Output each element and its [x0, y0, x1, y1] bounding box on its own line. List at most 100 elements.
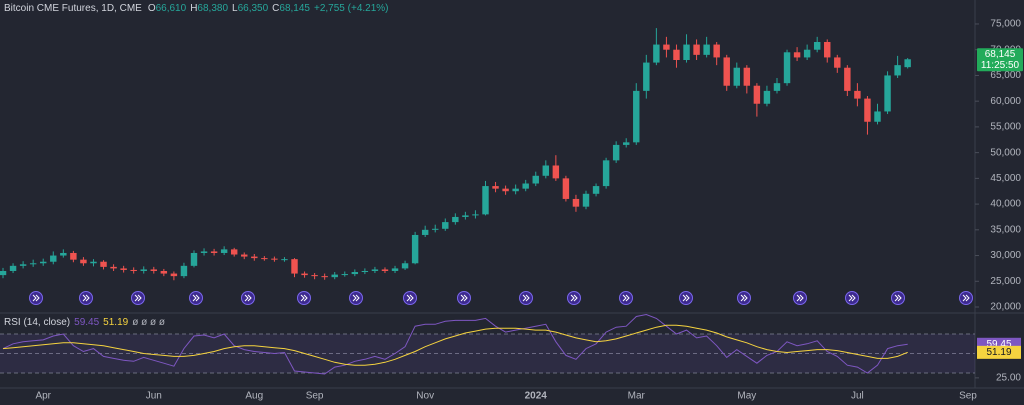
candle-body: [351, 272, 359, 275]
candle-body: [70, 252, 77, 260]
candle-body: [331, 274, 338, 278]
y-tick-label: 20,000: [990, 302, 1021, 313]
rsi-badge: [977, 345, 1021, 359]
rsi-value: 59.45: [74, 317, 99, 328]
x-tick-label: Apr: [35, 391, 51, 402]
candle-body: [220, 249, 228, 253]
rsi-line: [2, 324, 908, 366]
candle-body: [653, 44, 660, 63]
candle-body: [251, 256, 258, 259]
event-icon-glyph: [962, 294, 970, 302]
event-icon-glyph: [32, 294, 40, 302]
candle-body: [743, 67, 751, 86]
candle-body: [713, 44, 720, 58]
y-tick-label: 25,000: [990, 276, 1021, 287]
event-icon-glyph: [848, 294, 856, 302]
event-icon-glyph: [460, 294, 468, 302]
candle-body: [130, 269, 137, 271]
candle-body: [100, 261, 107, 267]
candle-body: [391, 268, 399, 271]
candle-body: [773, 83, 781, 91]
candle-body: [803, 49, 811, 58]
candle-body: [271, 258, 278, 260]
candle-body: [180, 265, 188, 277]
candle-body: [200, 251, 208, 253]
candle-body: [723, 57, 730, 86]
ohlc-value: 68,145: [279, 3, 310, 14]
candle-body: [29, 263, 37, 265]
rsi-band-fill: [0, 334, 975, 373]
y-tick-label: 35,000: [990, 224, 1021, 235]
x-tick-label: Nov: [416, 391, 434, 402]
candle-body: [512, 188, 519, 192]
event-icon-glyph: [406, 294, 414, 302]
candle-body: [411, 234, 419, 264]
candle-body: [361, 270, 369, 273]
candle-body: [150, 269, 158, 271]
candle-body: [763, 90, 771, 104]
candle-body: [452, 216, 459, 223]
candle-body: [502, 188, 509, 192]
x-tick-label: 2024: [525, 391, 548, 402]
event-icon-glyph: [192, 294, 200, 302]
ohlc-key: O: [148, 3, 156, 14]
candle-body: [602, 160, 610, 187]
candle-body: [894, 65, 901, 76]
candle-body: [90, 261, 97, 264]
x-tick-label: Sep: [306, 391, 324, 402]
y-tick-label: 40,000: [990, 199, 1021, 210]
candle-body: [60, 252, 67, 256]
x-tick-label: Aug: [245, 391, 263, 402]
candle-body: [854, 90, 861, 99]
candle-body: [40, 261, 47, 264]
ohlc-key: C: [272, 3, 279, 14]
rsi-symbols: ø ø ø ø: [132, 317, 165, 328]
candle-body: [301, 273, 308, 276]
candle-body: [19, 264, 27, 266]
candle-body: [381, 269, 389, 271]
candle-body: [341, 274, 348, 276]
chart-header: Bitcoin CME Futures, 1D, CME O66,610 H68,3…: [4, 3, 389, 14]
x-tick-label: May: [737, 391, 756, 402]
candle-body: [542, 165, 550, 176]
candle-body: [401, 263, 409, 269]
candle-body: [291, 259, 298, 274]
candle-body: [864, 98, 871, 122]
candle-body: [703, 44, 710, 55]
event-icon-glyph: [522, 294, 530, 302]
ohlc-key: L: [232, 3, 238, 14]
candle-body: [562, 178, 570, 199]
candle-body: [633, 90, 640, 143]
candle-body: [170, 273, 178, 277]
rsi-badge-label: 51.19: [986, 347, 1011, 358]
candle-body: [432, 228, 439, 230]
candle-body: [733, 67, 740, 86]
event-icon-glyph: [622, 294, 630, 302]
ohlc-value: 66,610: [156, 3, 187, 14]
candle-body: [813, 41, 821, 50]
candle-body: [482, 186, 489, 215]
candle-body: [281, 259, 288, 261]
ohlc-change: +2,755 (+4.21%): [314, 3, 389, 14]
rsi-value: 51.19: [103, 317, 128, 328]
candle-body: [824, 41, 831, 58]
rsi-badge-label: 59.45: [986, 339, 1011, 350]
event-icon-glyph: [682, 294, 690, 302]
x-tick-label: Sep: [959, 391, 977, 402]
event-icon-glyph: [300, 294, 308, 302]
candle-body: [844, 67, 851, 91]
candle-body: [230, 249, 238, 255]
candle-body: [371, 269, 379, 271]
candle-body: [472, 214, 479, 216]
y-tick-label: 50,000: [990, 147, 1021, 158]
candle-body: [612, 144, 620, 161]
candle-body: [663, 44, 670, 50]
ohlc-key: H: [190, 3, 197, 14]
candle-body: [874, 111, 881, 122]
ohlc-value: 68,380: [197, 3, 228, 14]
candle-body: [693, 44, 700, 55]
y-tick-label: 30,000: [990, 250, 1021, 261]
y-tick-label: 25.00: [996, 373, 1021, 384]
